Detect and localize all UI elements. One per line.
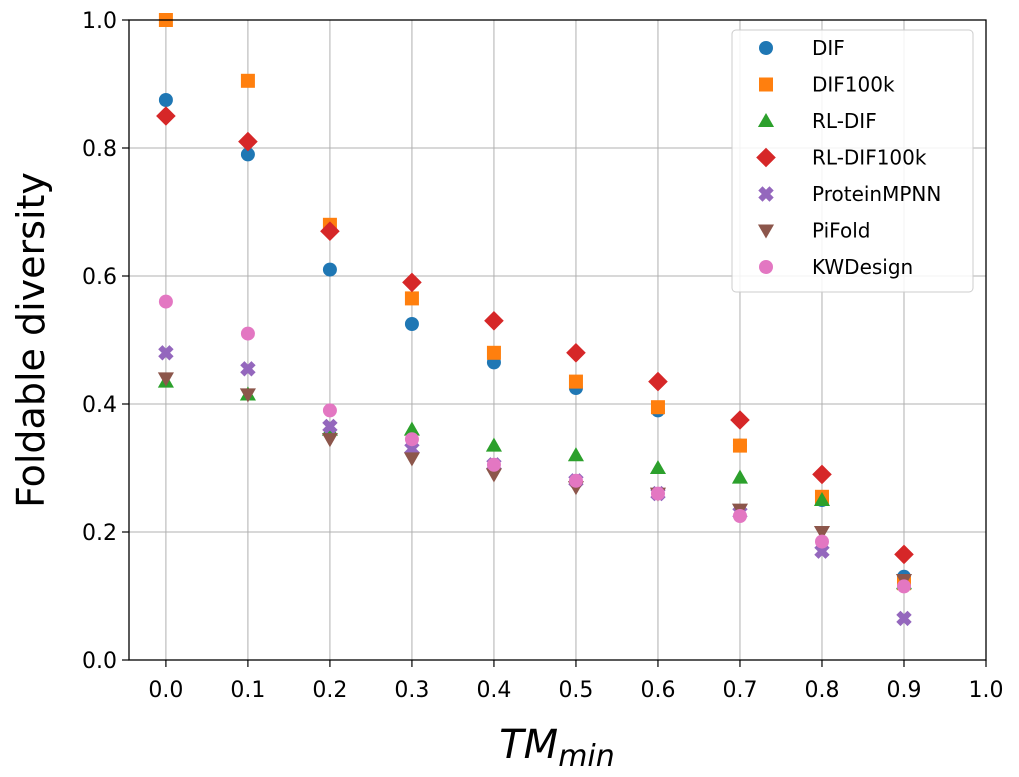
legend-marker bbox=[757, 224, 775, 239]
legend-entry: KWDesign bbox=[759, 255, 913, 279]
data-point bbox=[240, 361, 256, 377]
y-tick-label: 0.2 bbox=[82, 521, 117, 546]
data-point bbox=[568, 374, 583, 389]
x-tick-label: 0.6 bbox=[640, 678, 675, 703]
data-point bbox=[813, 491, 831, 507]
data-point bbox=[812, 464, 832, 485]
y-axis-title: Foldable diversity bbox=[9, 172, 53, 508]
data-point bbox=[650, 486, 665, 501]
series-rl-dif100k bbox=[156, 106, 914, 565]
legend-marker bbox=[757, 112, 775, 128]
data-point bbox=[485, 468, 502, 483]
legend: DIF DIF100k RL-DIF RL-DIF100k ProteinMPNN PiF… bbox=[731, 29, 974, 293]
data-point bbox=[567, 447, 585, 462]
data-point bbox=[404, 432, 419, 447]
data-point bbox=[320, 221, 340, 241]
data-point bbox=[321, 433, 338, 448]
data-point bbox=[484, 311, 504, 331]
data-point bbox=[404, 317, 419, 331]
data-point bbox=[240, 73, 255, 88]
legend-label: RL-DIF bbox=[812, 109, 877, 133]
y-tick-label: 0.4 bbox=[82, 393, 117, 418]
data-point bbox=[896, 610, 912, 627]
data-point bbox=[404, 291, 419, 306]
legend-entry: PiFold bbox=[757, 219, 870, 243]
legend-entry: DIF100k bbox=[759, 73, 895, 97]
data-point bbox=[402, 272, 422, 293]
data-point bbox=[896, 579, 911, 594]
y-tick-label: 0.6 bbox=[82, 265, 117, 290]
data-point bbox=[240, 326, 255, 341]
x-tick-label: 0.4 bbox=[476, 678, 511, 703]
data-point bbox=[813, 525, 831, 541]
legend-marker bbox=[756, 147, 776, 168]
x-tick-label: 0.8 bbox=[804, 678, 839, 703]
data-point bbox=[568, 473, 583, 488]
data-point bbox=[649, 459, 667, 475]
legend-label: DIF bbox=[812, 36, 845, 60]
data-point bbox=[156, 106, 176, 126]
data-point bbox=[322, 418, 338, 435]
legend-label: ProteinMPNN bbox=[812, 182, 941, 206]
legend-marker bbox=[758, 186, 774, 202]
data-point bbox=[648, 371, 668, 392]
data-point bbox=[238, 131, 258, 152]
y-tick-label: 0.0 bbox=[82, 649, 117, 674]
x-tick-label: 0.3 bbox=[394, 678, 429, 703]
data-point bbox=[814, 534, 829, 549]
plot-frame bbox=[128, 19, 987, 661]
data-point bbox=[650, 400, 665, 415]
data-point bbox=[730, 410, 750, 430]
data-point bbox=[403, 421, 420, 436]
x-tick-label: 0.9 bbox=[886, 678, 921, 703]
legend-label: RL-DIF100k bbox=[812, 146, 927, 170]
y-tick-label: 0.8 bbox=[82, 137, 117, 162]
legend-entry: DIF bbox=[759, 36, 845, 60]
data-point bbox=[322, 262, 337, 277]
x-tick-label: 0.2 bbox=[312, 678, 347, 703]
data-point bbox=[158, 93, 173, 107]
legend-entry: ProteinMPNN bbox=[758, 182, 941, 206]
y-tick-label: 1.0 bbox=[82, 9, 117, 34]
x-tick-label: 0.1 bbox=[230, 678, 265, 703]
data-point bbox=[486, 345, 501, 360]
legend-entry: RL-DIF bbox=[757, 109, 877, 133]
data-point bbox=[731, 469, 749, 484]
series-kwdesign bbox=[158, 294, 911, 594]
legend-box bbox=[731, 29, 974, 293]
data-point bbox=[158, 294, 173, 309]
data-point bbox=[566, 343, 586, 363]
legend-marker bbox=[759, 41, 773, 55]
data-point bbox=[239, 388, 256, 403]
x-axis-title-subscript: min bbox=[558, 739, 615, 774]
legend-label: DIF100k bbox=[812, 73, 895, 97]
legend-label: PiFold bbox=[812, 219, 870, 243]
data-point bbox=[158, 345, 174, 361]
legend-entry: RL-DIF100k bbox=[756, 146, 927, 170]
data-point bbox=[894, 544, 914, 565]
data-series bbox=[156, 13, 914, 627]
data-point bbox=[732, 509, 747, 523]
x-tick-label: 1.0 bbox=[969, 678, 1004, 703]
x-tick-label: 0.7 bbox=[722, 678, 757, 703]
x-tick-label: 0.0 bbox=[148, 678, 183, 703]
axis-ticks: 0.0 0.1 0.2 0.3 0.4 0.5 0.6 0.7 0.8 0.9 1.0 0.0 0.2 0… bbox=[82, 9, 1004, 703]
data-point bbox=[322, 403, 337, 418]
data-point bbox=[157, 372, 174, 387]
x-axis-title-main: TM bbox=[499, 722, 558, 768]
data-point bbox=[732, 438, 747, 453]
data-point bbox=[403, 452, 420, 467]
legend-marker bbox=[759, 260, 773, 274]
legend-marker bbox=[759, 77, 773, 92]
x-tick-label: 0.5 bbox=[558, 678, 593, 703]
data-point bbox=[240, 147, 255, 162]
x-axis-title: TMmin bbox=[499, 722, 615, 774]
data-point bbox=[485, 437, 502, 452]
legend-label: KWDesign bbox=[812, 255, 913, 279]
data-point bbox=[486, 457, 501, 472]
